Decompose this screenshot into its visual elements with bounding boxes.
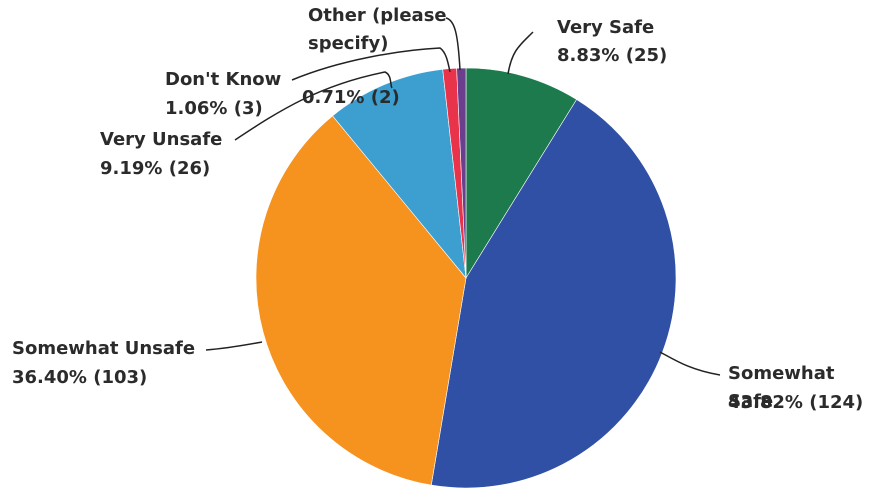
slice-value-label: 9.19% (26)	[100, 158, 211, 179]
slice-value-label: 1.06% (3)	[165, 98, 263, 119]
slice-label: Very Safe	[557, 17, 655, 38]
slice-value-label: 8.83% (25)	[557, 45, 668, 66]
pie-slice	[456, 67, 467, 279]
slice-value-label: 0.71% (2)	[302, 87, 400, 108]
slice-label: Don't Know	[165, 69, 282, 90]
pie-slice	[255, 115, 467, 486]
leader-line	[507, 31, 534, 75]
leader-line	[659, 351, 721, 376]
slice-label: Very Unsafe	[100, 129, 223, 150]
slice-label: Somewhat Safe	[728, 363, 835, 412]
pie-slice	[430, 99, 677, 489]
leader-line	[205, 341, 263, 351]
slice-label: Other (please specify)	[308, 5, 447, 54]
pie-slice	[465, 67, 578, 280]
slice-label: Somewhat Unsafe	[12, 338, 196, 359]
slice-value-label: 36.40% (103)	[12, 367, 148, 388]
leader-line	[445, 17, 461, 71]
pie-slice	[332, 68, 467, 279]
leader-line	[291, 47, 451, 81]
slice-value-label: 43.82% (124)	[728, 392, 864, 413]
leader-line	[234, 71, 393, 141]
